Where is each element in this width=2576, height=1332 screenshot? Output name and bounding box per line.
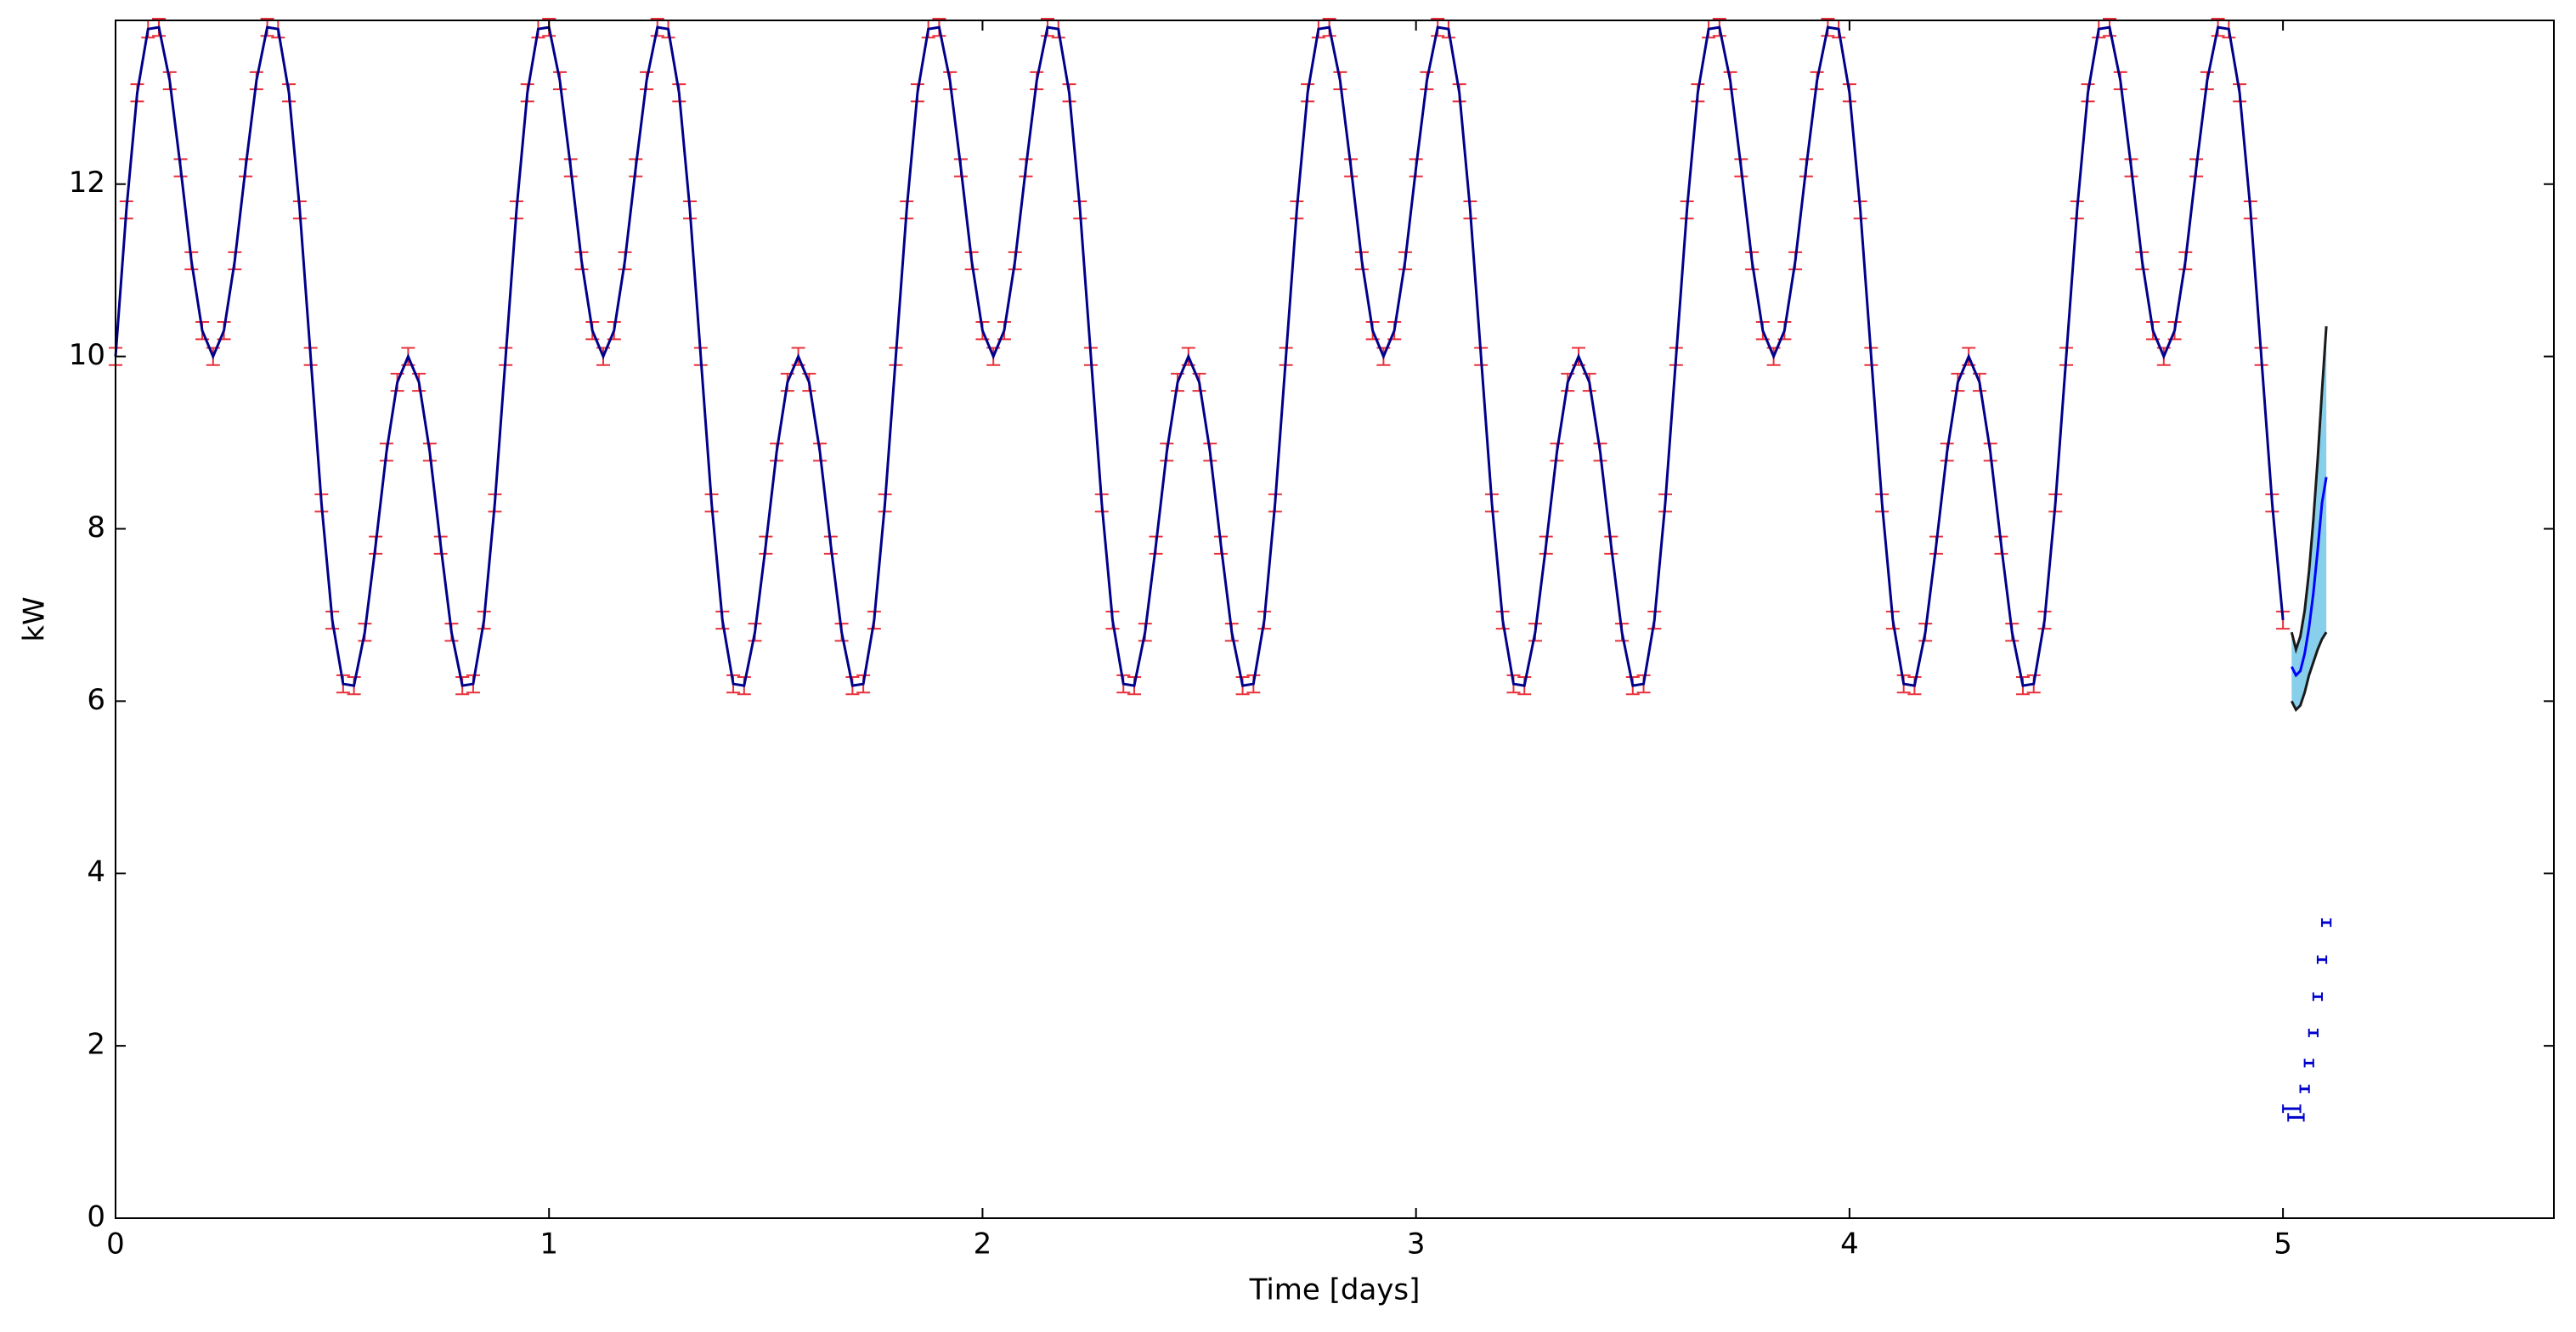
y-tick-label: 12 xyxy=(69,166,105,200)
y-tick-label: 8 xyxy=(87,511,105,545)
forecast-upper xyxy=(2290,326,2328,654)
x-tick-label: 4 xyxy=(1840,1228,1859,1261)
y-axis-label: kW xyxy=(18,596,52,641)
x-tick-label: 5 xyxy=(2274,1228,2292,1261)
y-tick-label: 6 xyxy=(87,683,105,717)
forecast-mean xyxy=(2290,477,2328,678)
data-line xyxy=(114,25,2285,687)
y-tick-label: 10 xyxy=(69,338,105,372)
y-tick-label: 4 xyxy=(87,855,105,889)
x-tick-label: 2 xyxy=(974,1228,992,1261)
x-tick-label: 3 xyxy=(1407,1228,1426,1261)
forecast-lower xyxy=(2290,631,2328,713)
x-axis-label: Time [days] xyxy=(1249,1273,1421,1307)
plot-frame xyxy=(115,20,2555,1219)
x-tick-label: 0 xyxy=(106,1228,125,1261)
forecast-band xyxy=(2291,326,2327,710)
y-tick-label: 0 xyxy=(87,1200,105,1234)
x-tick-label: 1 xyxy=(539,1228,558,1261)
y-tick-label: 2 xyxy=(87,1028,105,1062)
